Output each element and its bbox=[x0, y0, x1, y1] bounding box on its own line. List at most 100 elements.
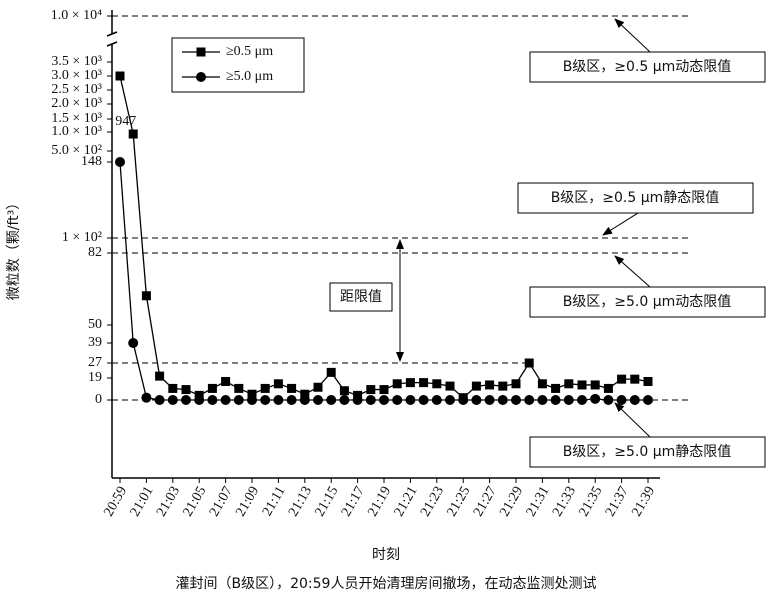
circle-marker bbox=[128, 338, 139, 348]
x-tick-label: 21:21 bbox=[392, 484, 421, 519]
square-marker bbox=[498, 381, 508, 391]
circle-marker bbox=[115, 157, 125, 167]
circle-marker bbox=[326, 395, 337, 405]
annotation-label: B级区，≥5.0 μm静态限值 bbox=[563, 444, 732, 460]
square-marker bbox=[419, 378, 429, 388]
circle-marker bbox=[207, 395, 218, 405]
square-marker bbox=[432, 379, 442, 389]
circle-marker bbox=[194, 395, 205, 405]
circle-marker bbox=[405, 395, 416, 405]
x-tick-label: 20:59 bbox=[101, 484, 130, 519]
square-marker bbox=[630, 374, 640, 384]
annotation-arrow bbox=[602, 212, 639, 236]
square-marker bbox=[181, 385, 191, 395]
x-tick-label: 21:37 bbox=[603, 484, 632, 519]
y-tick-label: 2.5 × 10³ bbox=[51, 82, 102, 97]
annotation-box bbox=[529, 436, 766, 468]
x-tick-label: 21:15 bbox=[313, 484, 342, 519]
circle-marker bbox=[431, 395, 442, 405]
y-tick-label: 148 bbox=[81, 154, 102, 169]
circle-marker bbox=[220, 395, 231, 405]
square-marker bbox=[524, 358, 534, 368]
square-marker bbox=[590, 380, 600, 390]
y-tick-label: 1.0 × 10³ bbox=[51, 124, 102, 139]
annotation-label: B级区，≥5.0 μm动态限值 bbox=[563, 294, 732, 310]
square-marker bbox=[141, 291, 151, 301]
square-marker bbox=[445, 381, 455, 391]
square-marker bbox=[115, 71, 125, 81]
square-marker bbox=[551, 383, 561, 393]
circle-marker bbox=[352, 395, 363, 405]
annotation-box bbox=[517, 182, 754, 214]
y-tick-label: 19 bbox=[88, 370, 102, 385]
circle-marker bbox=[379, 395, 389, 405]
square-marker bbox=[577, 380, 587, 390]
x-tick-label: 21:13 bbox=[286, 484, 315, 519]
x-tick-label: 21:23 bbox=[418, 484, 447, 519]
square-marker bbox=[247, 389, 257, 399]
square-marker bbox=[379, 385, 389, 395]
circle-marker bbox=[484, 395, 495, 405]
square-marker bbox=[128, 129, 138, 139]
circle-marker bbox=[590, 393, 601, 404]
x-tick-label: 21:39 bbox=[629, 484, 658, 519]
square-marker bbox=[234, 383, 244, 393]
square-marker bbox=[405, 378, 415, 388]
y-tick-label: 2.0 × 10³ bbox=[51, 96, 102, 111]
y-tick-label: 50 bbox=[88, 317, 102, 332]
circle-marker bbox=[392, 395, 403, 405]
caption: 灌封间（B级区），20:59人员开始清理房间撤场，在动态监测处测试 bbox=[176, 576, 597, 592]
circle-marker bbox=[524, 395, 535, 405]
legend-marker bbox=[196, 72, 206, 82]
annotation-box bbox=[529, 286, 766, 318]
annotation-arrow bbox=[614, 18, 651, 53]
y-tick-label: 5.0 × 10² bbox=[51, 143, 102, 158]
square-marker bbox=[392, 379, 402, 389]
circle-marker bbox=[603, 395, 614, 405]
y-tick-label: 3.0 × 10³ bbox=[51, 68, 102, 83]
x-tick-label: 21:05 bbox=[181, 484, 210, 519]
square-marker bbox=[326, 367, 336, 377]
circle-marker bbox=[458, 395, 469, 405]
square-marker bbox=[300, 389, 310, 399]
circle-marker bbox=[471, 395, 482, 405]
x-tick-label: 21:07 bbox=[207, 484, 236, 519]
x-tick-label: 21:11 bbox=[260, 484, 289, 519]
y-axis-label: 微粒数（颗/ft³） bbox=[6, 196, 22, 301]
y-tick-label: 39 bbox=[88, 335, 102, 350]
square-marker bbox=[287, 383, 297, 393]
x-tick-label: 21:01 bbox=[128, 484, 157, 519]
x-tick-label: 21:19 bbox=[365, 484, 394, 519]
annotation-arrow bbox=[614, 402, 651, 438]
x-tick-label: 21:35 bbox=[577, 484, 606, 519]
square-marker bbox=[617, 374, 627, 384]
square-marker bbox=[511, 379, 521, 389]
circle-marker bbox=[616, 395, 627, 405]
square-marker bbox=[603, 383, 613, 393]
circle-marker bbox=[629, 395, 640, 405]
circle-marker bbox=[418, 395, 429, 405]
circle-marker bbox=[537, 395, 548, 405]
y-tick-label: 27 bbox=[88, 355, 102, 370]
circle-marker bbox=[247, 395, 257, 405]
square-marker bbox=[313, 382, 323, 392]
circle-marker bbox=[233, 395, 244, 405]
x-tick-label: 21:25 bbox=[445, 484, 474, 519]
circle-marker bbox=[339, 395, 350, 405]
y-tick-label: 82 bbox=[88, 245, 102, 260]
circle-marker bbox=[550, 395, 561, 405]
square-marker bbox=[155, 371, 165, 381]
value-label: 947 bbox=[115, 114, 136, 129]
y-tick-label: 1.0 × 10⁴ bbox=[51, 8, 102, 23]
legend-marker bbox=[196, 47, 206, 57]
circle-marker bbox=[154, 395, 165, 405]
square-marker bbox=[260, 383, 270, 393]
square-marker bbox=[339, 386, 349, 396]
x-tick-label: 21:17 bbox=[339, 484, 368, 519]
x-tick-label: 21:29 bbox=[497, 484, 526, 519]
annotation-arrow bbox=[614, 255, 651, 288]
circle-marker bbox=[167, 395, 178, 405]
square-marker bbox=[273, 379, 283, 389]
circle-marker bbox=[365, 395, 376, 405]
legend-box bbox=[171, 37, 305, 93]
